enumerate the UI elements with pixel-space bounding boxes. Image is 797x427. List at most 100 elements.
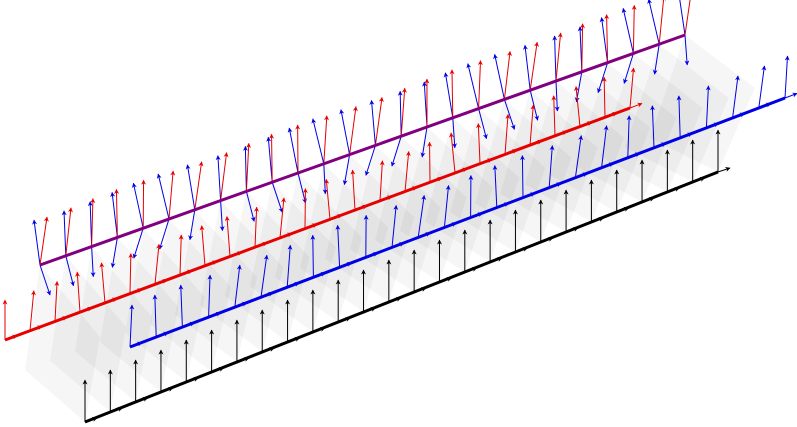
black-curve (84, 170, 719, 424)
vector (269, 133, 275, 183)
vector (29, 290, 36, 331)
vector (364, 145, 376, 176)
blue-curve (129, 96, 786, 349)
vector (132, 228, 144, 259)
vector (390, 136, 402, 167)
vector (379, 160, 385, 201)
vector (287, 127, 299, 174)
vector (220, 152, 229, 201)
vector (178, 234, 184, 276)
vector (631, 4, 637, 54)
vector (629, 102, 643, 109)
vector (219, 200, 225, 232)
vector (493, 53, 505, 100)
vector (784, 92, 797, 99)
vector (621, 7, 634, 54)
vector (110, 237, 118, 268)
vector (339, 109, 351, 155)
vector (168, 170, 176, 220)
vector (417, 194, 427, 238)
vector (158, 218, 170, 250)
vector (234, 264, 242, 308)
vector (156, 173, 170, 220)
vector (519, 155, 525, 198)
vector (271, 182, 284, 213)
vector (369, 99, 376, 146)
vector (601, 125, 609, 168)
vector (245, 191, 256, 222)
purple-curve (39, 33, 686, 267)
vector (129, 304, 135, 348)
vector (253, 206, 259, 248)
vector (397, 90, 403, 137)
vector (555, 32, 563, 82)
vector (279, 197, 286, 238)
vector (503, 50, 512, 100)
vector (684, 0, 691, 36)
vector (574, 135, 584, 178)
vector (573, 86, 581, 127)
vector (131, 182, 144, 229)
vector (323, 115, 330, 164)
vector (404, 151, 411, 192)
vector (466, 63, 480, 109)
vector (152, 294, 158, 338)
vector (224, 215, 231, 257)
vector (154, 243, 162, 285)
vector (90, 246, 96, 278)
vector (322, 163, 328, 195)
vector (554, 80, 560, 112)
vector (266, 136, 273, 183)
vector (350, 169, 356, 211)
vector (199, 225, 206, 266)
vector (128, 253, 134, 294)
vector (784, 55, 790, 99)
vector (705, 85, 711, 128)
vector (188, 209, 196, 241)
vector (477, 60, 483, 109)
vector (260, 254, 269, 298)
vector (732, 75, 740, 118)
vector (684, 34, 690, 66)
vector (443, 184, 451, 228)
vector (623, 53, 634, 84)
vector (391, 204, 399, 248)
vector (311, 118, 325, 164)
vector (551, 95, 557, 136)
vector (601, 76, 607, 118)
vector (529, 104, 536, 146)
vector (658, 0, 666, 45)
vector (39, 216, 49, 266)
vector (215, 155, 222, 201)
vector (65, 255, 75, 287)
vector (529, 41, 539, 91)
vector (207, 274, 213, 318)
vector (194, 161, 204, 210)
vector (679, 0, 686, 36)
vector (504, 113, 511, 155)
red-curve (4, 106, 631, 342)
vector (604, 14, 610, 63)
vector (522, 44, 531, 91)
vector (178, 284, 184, 328)
vector (90, 198, 96, 247)
vector (310, 234, 316, 278)
vector (110, 191, 118, 238)
vector (626, 115, 632, 158)
vector (758, 65, 767, 109)
vector (443, 72, 454, 118)
vector (75, 271, 81, 313)
vector (548, 145, 555, 188)
vector (99, 262, 106, 303)
vector (629, 67, 636, 109)
vector (652, 44, 660, 75)
vector (647, 0, 660, 45)
curves (4, 33, 786, 424)
vector (61, 210, 67, 256)
vector (717, 167, 731, 173)
vector (39, 264, 51, 296)
vector (420, 126, 428, 158)
vector (599, 17, 609, 63)
